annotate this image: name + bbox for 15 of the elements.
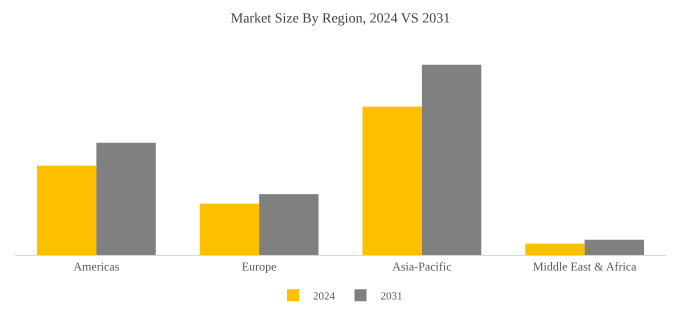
x-tick-label: Asia-Pacific	[392, 259, 452, 274]
bar	[200, 204, 260, 255]
legend-label: 2031	[380, 290, 402, 303]
bar	[422, 64, 482, 255]
legend-label: 2024	[313, 290, 336, 303]
x-tick-label: Middle East & Africa	[532, 259, 638, 274]
x-tick-label: Americas	[73, 259, 120, 274]
x-tick-label: Europe	[242, 259, 276, 274]
bar	[96, 142, 156, 255]
bar	[362, 106, 422, 255]
bar	[36, 166, 96, 255]
chart-title: Market Size By Region, 2024 VS 2031	[230, 12, 450, 27]
bar	[525, 244, 585, 255]
bar	[584, 240, 644, 255]
bar	[259, 194, 319, 255]
